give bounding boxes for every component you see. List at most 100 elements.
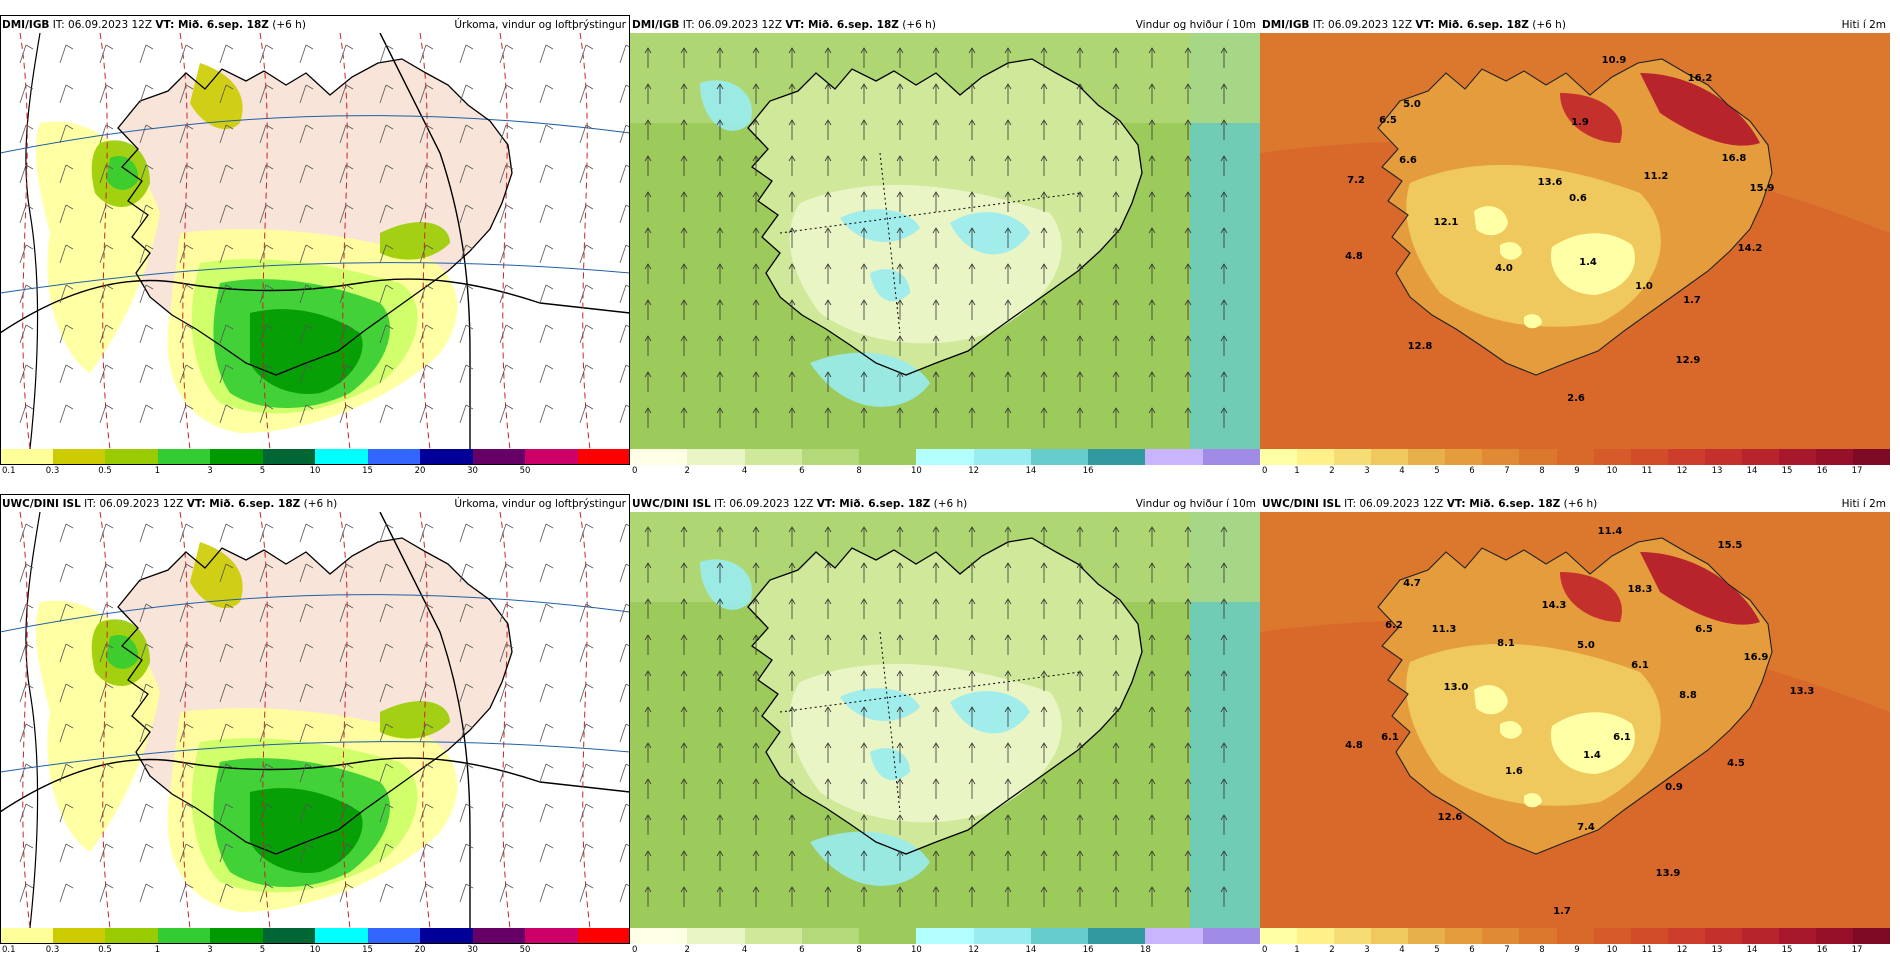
- wind-arrow: [644, 886, 652, 907]
- wind-barb: [259, 404, 274, 424]
- temp-value-label: 14.3: [1542, 600, 1567, 611]
- temp-value-label: 15.9: [1750, 183, 1775, 194]
- wind-arrow: [896, 407, 904, 428]
- wind-barb: [179, 124, 194, 144]
- wind-arrow: [788, 119, 796, 140]
- wind-arrow: [644, 634, 652, 655]
- temp-panel-dmi: DMI/IGB IT: 06.09.2023 12Z VT: Mið. 6.se…: [1260, 15, 1891, 477]
- wind-barb: [219, 723, 234, 743]
- wind-barb: [499, 164, 514, 184]
- wind-arrow: [1220, 526, 1228, 547]
- colorbar-segment: [367, 449, 420, 465]
- colorbar-tick-label: 9: [1574, 945, 1580, 955]
- wind-arrow: [932, 886, 940, 907]
- colorbar-tick-label: 11: [1641, 945, 1653, 955]
- colorbar-segment: [1556, 449, 1594, 465]
- wind-arrow: [1112, 706, 1120, 727]
- panel-header: DMI/IGB IT: 06.09.2023 12Z VT: Mið. 6.se…: [630, 15, 1260, 33]
- wind-barb: [139, 364, 154, 384]
- wind-arrow: [968, 335, 976, 356]
- wind-panel-dini: UWC/DINI ISL IT: 06.09.2023 12Z VT: Mið.…: [630, 494, 1260, 956]
- wind-arrow: [1184, 670, 1192, 691]
- wind-arrow: [716, 119, 724, 140]
- panel-header: DMI/IGB IT: 06.09.2023 12Z VT: Mið. 6.se…: [0, 15, 630, 33]
- glacier-cold: [1474, 685, 1508, 715]
- colorbar-segment: [157, 449, 210, 465]
- wind-barb: [579, 404, 594, 424]
- wind-barb: [379, 84, 394, 104]
- wind-arrow: [644, 742, 652, 763]
- wind-arrow: [752, 742, 760, 763]
- colorbar-segment: [210, 928, 263, 944]
- wind-arrow: [824, 191, 832, 212]
- wind-arrow: [824, 371, 832, 392]
- wind-arrow: [1040, 335, 1048, 356]
- wind-arrow: [1148, 886, 1156, 907]
- wind-barb: [539, 763, 554, 783]
- wind-arrow: [968, 47, 976, 68]
- wind-arrow: [824, 814, 832, 835]
- panel-header: UWC/DINI ISL IT: 06.09.2023 12Z VT: Mið.…: [630, 494, 1260, 512]
- wind-barb: [179, 324, 194, 344]
- colorbar-segment: [105, 449, 158, 465]
- wind-barb: [59, 364, 74, 384]
- wind-arrow: [1220, 83, 1228, 104]
- panel-title: Vindur og hviður í 10m: [1135, 498, 1256, 510]
- temp-value-label: 6.2: [1385, 620, 1403, 631]
- wind-arrow: [824, 526, 832, 547]
- colorbar-segment: [916, 449, 974, 465]
- wind-arrow: [716, 670, 724, 691]
- wind-arrow: [788, 742, 796, 763]
- temp-value-label: 6.5: [1695, 624, 1713, 635]
- coastline: [747, 58, 1143, 376]
- colorbar-tick-label: 13: [1711, 466, 1723, 476]
- wind-arrow: [1184, 119, 1192, 140]
- wind-barb: [339, 803, 354, 823]
- wind-arrow: [1076, 886, 1084, 907]
- wind-barb: [539, 404, 554, 424]
- wind-arrow: [860, 598, 868, 619]
- wind-barb: [59, 523, 74, 543]
- wind-arrow: [644, 191, 652, 212]
- colorbar-segment: [1556, 928, 1594, 944]
- wind-barb: [579, 803, 594, 823]
- temp-value-label: 16.8: [1722, 153, 1747, 164]
- wind-arrow: [752, 598, 760, 619]
- colorbar-tick-label: 6: [799, 466, 805, 476]
- colorbar-segment: [1371, 928, 1409, 944]
- colorbar-tick-label: 8: [856, 466, 862, 476]
- colorbar-tick-label: 1: [154, 945, 161, 955]
- wind-arrow: [1112, 526, 1120, 547]
- wind-barb: [579, 563, 594, 583]
- wind-barb: [339, 404, 354, 424]
- wind-barb: [179, 643, 194, 663]
- wind-arrow: [1148, 155, 1156, 176]
- wind-arrow: [1076, 526, 1084, 547]
- colorbar-segment: [801, 928, 860, 944]
- wind-barb: [179, 404, 194, 424]
- wind-arrow: [968, 814, 976, 835]
- wind-barb: [179, 603, 194, 623]
- model-name: UWC/DINI ISL: [632, 498, 711, 510]
- glacier-cold: [1500, 721, 1522, 739]
- wind-barb: [219, 364, 234, 384]
- wind-arrow: [1076, 119, 1084, 140]
- wind-barb: [259, 204, 274, 224]
- colorbar-tick-label: 20: [414, 466, 426, 476]
- wind-arrow: [788, 886, 796, 907]
- glacier-cold: [1550, 712, 1635, 774]
- wind-barb: [459, 643, 474, 663]
- wind-barb: [459, 164, 474, 184]
- wind-arrow: [1076, 742, 1084, 763]
- colorbar-tick-label: 10: [1606, 945, 1618, 955]
- wind-arrow: [1148, 407, 1156, 428]
- colorbar-segment: [687, 928, 745, 944]
- wind-arrow: [824, 335, 832, 356]
- wind-barb: [99, 683, 114, 703]
- wind-arrow: [932, 335, 940, 356]
- wind-arrow: [788, 191, 796, 212]
- wind-barb: [219, 523, 234, 543]
- wind-barb: [379, 324, 394, 344]
- wind-arrow: [824, 407, 832, 428]
- wind-barb: [419, 124, 434, 144]
